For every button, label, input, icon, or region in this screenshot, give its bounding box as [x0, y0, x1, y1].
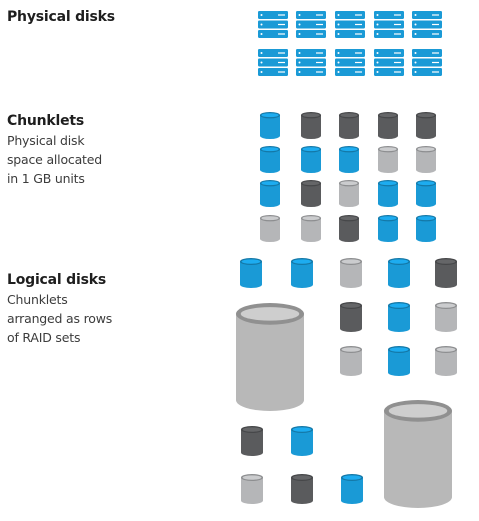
logical-desc-line-3: of RAID sets [7, 330, 81, 345]
drive-stack-icon [258, 49, 288, 76]
logical-disk-icon [236, 303, 304, 411]
chunklet-icon [260, 146, 280, 173]
drive-stack-icon [412, 49, 442, 76]
chunklet-icon [240, 258, 262, 288]
chunklet-icon [435, 258, 457, 288]
chunklet-icon [388, 346, 410, 376]
chunklet-icon [435, 346, 457, 376]
chunklets-group [260, 112, 437, 242]
chunklet-icon [291, 474, 313, 505]
chunklet-icon [339, 112, 359, 139]
physical-disks-label: Physical disks [7, 8, 115, 27]
chunklet-icon [301, 180, 321, 207]
drive-stack-icon [374, 49, 404, 76]
chunklet-icon [341, 474, 363, 505]
chunklet-icon [339, 146, 359, 173]
drive-stack-icon [335, 49, 365, 76]
chunklets-desc-line-3: in 1 GB units [7, 171, 85, 186]
chunklets-label: Chunklets Physical disk space allocated … [7, 112, 102, 188]
drive-stack-icon [412, 11, 442, 38]
chunklet-icon [435, 302, 457, 332]
chunklet-icon [388, 258, 410, 288]
chunklet-icon [301, 146, 321, 173]
chunklet-icon [378, 112, 398, 139]
chunklet-icon [301, 215, 321, 242]
chunklets-title: Chunklets [7, 113, 85, 129]
drive-stack-icon [374, 11, 404, 38]
chunklet-icon [340, 258, 362, 288]
logical-disks-title: Logical disks [7, 272, 106, 288]
logical-disk-icon [384, 400, 452, 508]
drive-stack-icon [335, 11, 365, 38]
chunklet-icon [416, 215, 437, 242]
chunklet-icon [416, 146, 437, 173]
chunklet-icon [301, 112, 321, 139]
chunklet-icon [291, 258, 313, 288]
logical-desc-line-2: arranged as rows [7, 311, 113, 326]
chunklet-icon [241, 426, 263, 456]
drive-stack-icon [296, 49, 326, 76]
logical-desc-line-1: Chunklets [7, 292, 68, 307]
chunklet-icon [340, 346, 362, 376]
chunklet-icon [339, 215, 359, 242]
drive-stack-icon [296, 11, 326, 38]
chunklet-icon [241, 474, 263, 505]
logical-disks-label: Logical disks Chunklets arranged as rows… [7, 271, 112, 347]
physical-disks-group [258, 11, 442, 76]
chunklets-desc-line-1: Physical disk [7, 133, 85, 148]
chunklet-icon [260, 180, 280, 207]
chunklet-icon [340, 302, 362, 332]
chunklet-icon [378, 180, 398, 207]
chunklet-icon [291, 426, 313, 456]
drive-stack-icon [258, 11, 288, 38]
chunklet-icon [260, 112, 280, 139]
chunklet-icon [416, 180, 437, 207]
chunklets-desc-line-2: space allocated [7, 152, 102, 167]
chunklet-icon [388, 302, 410, 332]
physical-disks-title: Physical disks [7, 9, 115, 25]
chunklet-icon [339, 180, 359, 207]
logical-disks-group [236, 258, 457, 508]
chunklet-icon [260, 215, 280, 242]
chunklet-icon [378, 215, 398, 242]
chunklet-icon [378, 146, 398, 173]
chunklet-icon [416, 112, 437, 139]
